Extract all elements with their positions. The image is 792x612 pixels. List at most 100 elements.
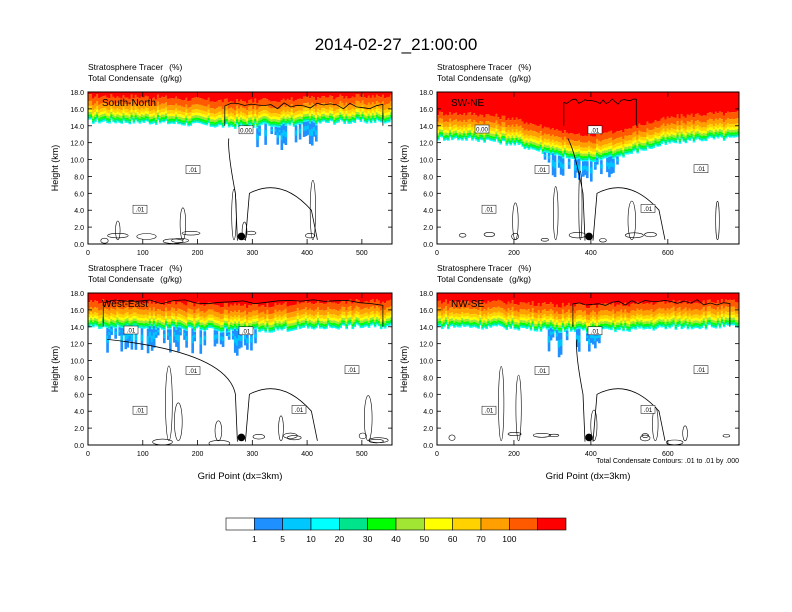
tracer-cell bbox=[515, 141, 519, 143]
tracer-cell bbox=[345, 319, 349, 322]
tracer-cell bbox=[640, 131, 643, 137]
tracer-cell bbox=[272, 321, 276, 325]
tracer-cell bbox=[169, 328, 172, 330]
tracer-cell bbox=[537, 146, 541, 149]
tracer-cell bbox=[256, 120, 259, 124]
tracer-cell bbox=[235, 312, 239, 318]
tracer-cell bbox=[325, 121, 328, 123]
tracer-cell bbox=[171, 323, 174, 326]
tracer-cell bbox=[100, 303, 103, 310]
tracer-cell bbox=[507, 140, 511, 143]
tracer-cell bbox=[513, 144, 517, 146]
tracer-cell bbox=[371, 314, 375, 318]
tracer-cell bbox=[736, 92, 739, 112]
tracer-cell bbox=[575, 158, 579, 160]
tracer-cell bbox=[610, 146, 613, 149]
tracer-cell bbox=[294, 326, 298, 329]
tracer-cell bbox=[618, 92, 621, 132]
tracer-cell bbox=[501, 293, 505, 302]
tracer-cell bbox=[361, 114, 365, 117]
tracer-cell bbox=[535, 140, 539, 144]
tracer-cell bbox=[447, 122, 450, 128]
tracer-cell bbox=[507, 316, 511, 320]
tracer-cell bbox=[312, 112, 316, 116]
tracer-cell bbox=[387, 92, 391, 97]
tracer-cell bbox=[457, 121, 460, 127]
tracer-cell bbox=[280, 106, 284, 112]
tracer-cell bbox=[128, 98, 132, 106]
tracer-cell bbox=[463, 137, 466, 139]
tracer-cell bbox=[169, 98, 172, 106]
tracer-cell bbox=[451, 320, 454, 323]
tracer-cell bbox=[258, 118, 261, 121]
tracer-cell bbox=[270, 331, 274, 333]
tracer-cell bbox=[314, 130, 318, 136]
tracer-cell bbox=[515, 139, 519, 142]
tracer-cell bbox=[256, 293, 259, 304]
tracer-cell bbox=[197, 92, 201, 98]
tracer-cell bbox=[219, 111, 223, 116]
contour-label-text: .01 bbox=[189, 168, 198, 174]
tracer-cell bbox=[270, 108, 274, 114]
tracer-cell bbox=[310, 92, 314, 97]
tracer-cell bbox=[634, 136, 637, 141]
tracer-cell bbox=[136, 314, 140, 318]
tracer-cell bbox=[702, 92, 706, 116]
tracer-cell bbox=[479, 299, 482, 307]
tracer-cell bbox=[720, 112, 724, 120]
tracer-cell bbox=[692, 141, 696, 143]
tracer-cell bbox=[541, 323, 545, 326]
tracer-cell bbox=[207, 121, 211, 124]
tracer-cell bbox=[682, 123, 686, 129]
tracer-cell bbox=[451, 324, 454, 326]
tracer-cell bbox=[256, 310, 259, 316]
tracer-cell bbox=[469, 326, 472, 328]
tracer-cell bbox=[600, 141, 603, 147]
tracer-cell bbox=[349, 321, 353, 324]
tracer-cell bbox=[254, 113, 257, 117]
tracer-cell bbox=[644, 142, 647, 146]
condensate-contour bbox=[644, 232, 657, 238]
tracer-cell bbox=[461, 133, 464, 136]
tracer-cell bbox=[573, 141, 577, 147]
tracer-cell bbox=[654, 144, 658, 146]
tracer-cell bbox=[171, 105, 174, 111]
tracer-cell bbox=[497, 92, 501, 118]
tracer-cell bbox=[471, 130, 474, 133]
tracer-cell bbox=[726, 135, 730, 137]
tracer-cell bbox=[543, 293, 547, 303]
tracer-cell bbox=[734, 92, 738, 112]
tracer-cell bbox=[539, 324, 543, 327]
tracer-cell bbox=[280, 111, 284, 116]
tracer-cell bbox=[487, 318, 490, 322]
tracer-cell bbox=[531, 144, 535, 147]
tracer-cell bbox=[296, 114, 300, 117]
tracer-cell bbox=[199, 327, 203, 330]
tracer-cell bbox=[684, 141, 688, 144]
tracer-cell bbox=[583, 156, 587, 159]
tracer-cell bbox=[622, 132, 625, 140]
tracer-cell bbox=[140, 293, 144, 303]
tracer-cell bbox=[294, 311, 298, 317]
tracer-cell bbox=[244, 334, 247, 340]
tracer-cell bbox=[365, 98, 369, 105]
tracer-cell bbox=[355, 310, 359, 315]
tracer-cell bbox=[543, 126, 547, 134]
tracer-cell bbox=[331, 309, 334, 315]
tracer-cell bbox=[314, 325, 318, 328]
tracer-cell bbox=[268, 121, 271, 124]
tracer-cell bbox=[233, 323, 237, 327]
tracer-cell bbox=[513, 140, 517, 143]
tracer-cell bbox=[280, 132, 284, 141]
tracer-cell bbox=[231, 122, 235, 125]
tracer-cell bbox=[596, 144, 599, 148]
tracer-cell bbox=[389, 92, 392, 95]
tracer-cell bbox=[461, 130, 464, 134]
tracer-cell bbox=[716, 133, 720, 136]
tracer-cell bbox=[242, 118, 245, 122]
tracer-cell bbox=[183, 100, 186, 108]
tracer-cell bbox=[312, 119, 316, 122]
tracer-cell bbox=[181, 303, 184, 311]
tracer-cell bbox=[722, 127, 726, 131]
tracer-cell bbox=[223, 92, 227, 99]
